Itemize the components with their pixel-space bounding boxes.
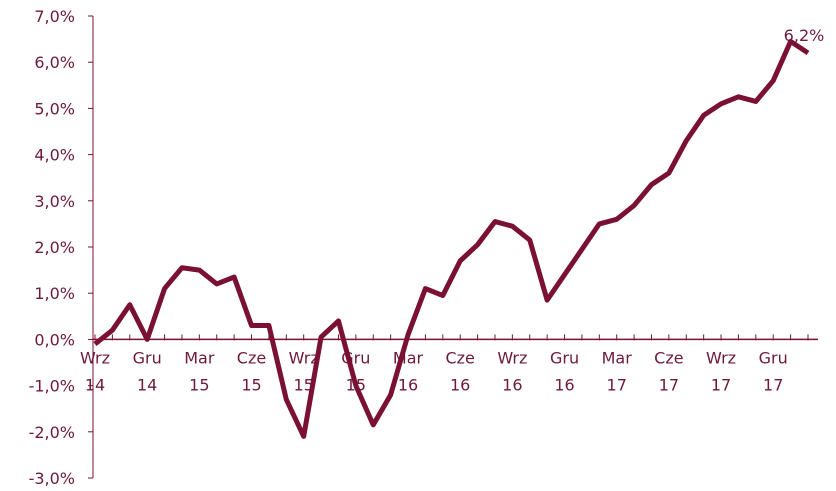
y-tick-label: 3,0% bbox=[34, 192, 75, 211]
y-tick-label: 6,0% bbox=[34, 53, 75, 72]
x-tick-label: Wrz 17 bbox=[706, 348, 736, 394]
x-tick-label: Wrz 14 bbox=[80, 348, 110, 394]
y-tick-label: -2,0% bbox=[29, 423, 75, 442]
y-tick-label: 2,0% bbox=[34, 238, 75, 257]
x-tick-label: Wrz 16 bbox=[497, 348, 527, 394]
x-tick-label: Gru 14 bbox=[133, 348, 162, 394]
x-tick-label: Wrz 15 bbox=[289, 348, 319, 394]
x-tick-label: Cze 15 bbox=[237, 348, 266, 394]
y-tick-label: 4,0% bbox=[34, 146, 75, 165]
value-label: 6,2% bbox=[784, 26, 825, 45]
x-tick-label: Gru 16 bbox=[550, 348, 579, 394]
x-tick-label: Cze 17 bbox=[654, 348, 683, 394]
y-tick-label: 0,0% bbox=[34, 330, 75, 349]
x-tick-label: Cze 16 bbox=[445, 348, 474, 394]
y-tick-label: -3,0% bbox=[29, 469, 75, 487]
y-tick-label: 5,0% bbox=[34, 99, 75, 118]
x-tick-label: Gru 17 bbox=[759, 348, 788, 394]
line bbox=[93, 38, 810, 439]
y-tick-label: 7,0% bbox=[34, 7, 75, 26]
y-tick-label: -1,0% bbox=[29, 377, 75, 396]
x-tick-label: Mar 17 bbox=[602, 348, 633, 394]
x-tick-label: Mar 15 bbox=[184, 348, 215, 394]
y-tick-label: 1,0% bbox=[34, 284, 75, 303]
